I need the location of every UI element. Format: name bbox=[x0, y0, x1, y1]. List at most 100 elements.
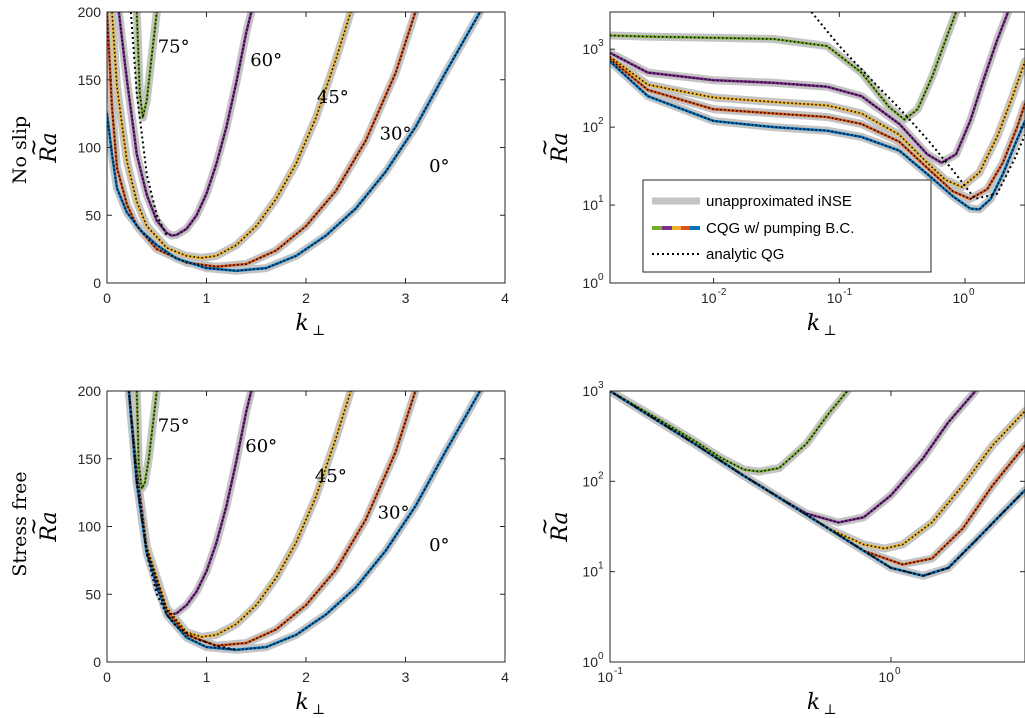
x-tick-label: 10 bbox=[827, 290, 843, 306]
cqg-curve-75deg bbox=[610, 391, 849, 473]
y-tick-exponent: 1 bbox=[598, 561, 604, 572]
y-tick-label: 150 bbox=[78, 72, 102, 88]
y-tick-exponent: 3 bbox=[598, 380, 604, 391]
y-tick-exponent: 0 bbox=[598, 651, 604, 662]
angle-annotation: 45° bbox=[317, 87, 349, 108]
angle-annotation: 75° bbox=[158, 37, 190, 58]
legend: unapproximated iNSE CQG w/ pumping B.C. … bbox=[642, 179, 932, 273]
qg-dots-75deg bbox=[610, 12, 957, 121]
inse-curve-60deg bbox=[124, 391, 256, 619]
y-tick-label: 50 bbox=[85, 586, 101, 602]
axes-frame bbox=[609, 390, 1025, 663]
y-tick-label: 10 bbox=[582, 473, 598, 489]
y-axis-label: Ra bbox=[37, 511, 62, 542]
x-tick-exponent: 0 bbox=[895, 666, 901, 677]
y-axis-tilde: ~ bbox=[533, 517, 558, 535]
angle-annotation: 45° bbox=[315, 466, 347, 487]
qg-dots-75deg bbox=[136, 12, 158, 118]
x-tick-label: 10 bbox=[701, 290, 717, 306]
cqg-curve-60deg bbox=[610, 12, 1010, 164]
x-tick-label: 3 bbox=[402, 669, 410, 685]
legend-label-inse: unapproximated iNSE bbox=[706, 193, 852, 210]
x-tick-label: 1 bbox=[203, 669, 211, 685]
panel-top-left: 0 1 2 3 4 0 50 100 150 200 k ⊥ Ra~75° 60° 45° 30° 0° bbox=[22, 4, 509, 339]
y-tick-label: 100 bbox=[78, 519, 102, 535]
x-tick-label: 4 bbox=[501, 290, 509, 306]
cqg-curve-60deg bbox=[127, 391, 253, 616]
x-tick-label: 1 bbox=[203, 290, 211, 306]
y-tick-label: 10 bbox=[582, 654, 598, 670]
angle-annotation: 30° bbox=[378, 502, 410, 523]
plot-area bbox=[124, 391, 485, 654]
plot-area bbox=[610, 12, 1025, 214]
y-tick-label: 10 bbox=[582, 383, 598, 399]
y-tick-label: 0 bbox=[93, 275, 101, 291]
panel-top-right: 10 -2 10 -1 10 010 010 110 210 3k ⊥Ra~ bbox=[533, 11, 1025, 339]
panel-bottom-right: 10 -1 10 010 010 110 210 3k ⊥Ra~ bbox=[533, 380, 1025, 718]
legend-label-cqg: CQG w/ pumping B.C. bbox=[706, 220, 854, 237]
y-tick-label: 10 bbox=[582, 564, 598, 580]
angle-annotation: 60° bbox=[250, 50, 282, 71]
qg-dots-45deg bbox=[128, 391, 352, 638]
plot-area bbox=[107, 12, 485, 275]
qg-dots-60deg bbox=[118, 12, 253, 237]
x-tick-label: 0 bbox=[103, 290, 111, 306]
y-axis-label: Ra bbox=[548, 132, 573, 163]
row-label-no-slip: No slip bbox=[9, 116, 31, 184]
qg-dots-0deg bbox=[107, 12, 481, 272]
x-axis-label: k bbox=[295, 690, 308, 715]
qg-dots-30deg bbox=[610, 58, 1025, 200]
angle-annotation: 60° bbox=[245, 436, 277, 457]
qg-dots-75deg bbox=[136, 391, 158, 491]
y-axis-label: Ra bbox=[37, 132, 62, 163]
y-tick-label: 100 bbox=[78, 140, 102, 156]
qg-dots-45deg bbox=[111, 12, 352, 259]
x-tick-label: 10 bbox=[952, 290, 968, 306]
qg-dots-45deg bbox=[610, 56, 1025, 188]
qg-dots-60deg bbox=[610, 391, 977, 524]
x-tick-label: 4 bbox=[501, 669, 509, 685]
plot-area bbox=[610, 391, 1025, 580]
axes-frame bbox=[609, 11, 1025, 284]
y-tick-exponent: 0 bbox=[598, 272, 604, 283]
x-axis-label: k bbox=[295, 311, 308, 336]
inse-curve-75deg bbox=[610, 391, 852, 476]
y-tick-exponent: 2 bbox=[598, 470, 604, 481]
y-tick-exponent: 2 bbox=[598, 116, 604, 127]
cqg-curve-30deg bbox=[610, 391, 1025, 566]
x-tick-exponent: -2 bbox=[718, 287, 727, 298]
y-axis-tilde: ~ bbox=[22, 138, 47, 156]
legend-label-qg: analytic QG bbox=[706, 246, 784, 263]
x-axis-label-subscript: ⊥ bbox=[312, 323, 325, 339]
qg-dots-30deg bbox=[610, 391, 1025, 566]
x-tick-exponent: 0 bbox=[969, 287, 975, 298]
inse-curve-30deg bbox=[610, 391, 1025, 569]
angle-annotation: 0° bbox=[429, 535, 449, 556]
qg-asymptote bbox=[610, 391, 1025, 577]
qg-asymptote bbox=[127, 391, 237, 651]
qg-dots-60deg bbox=[128, 391, 253, 616]
panel-bottom-left: 0 1 2 3 4 0 50 100 150 200 k ⊥ Ra~75° 60° 45° 30° 0° bbox=[22, 383, 509, 718]
y-tick-label: 10 bbox=[582, 275, 598, 291]
angle-annotation: 30° bbox=[380, 123, 412, 144]
x-tick-exponent: -1 bbox=[614, 666, 623, 677]
y-tick-label: 50 bbox=[85, 207, 101, 223]
x-axis-label: k bbox=[807, 311, 820, 336]
x-tick-exponent: -1 bbox=[843, 287, 852, 298]
x-tick-label: 3 bbox=[402, 290, 410, 306]
row-label-stress-free: Stress free bbox=[9, 471, 31, 576]
y-tick-label: 10 bbox=[582, 197, 598, 213]
angle-annotation: 75° bbox=[158, 416, 190, 437]
x-axis-label-subscript: ⊥ bbox=[824, 702, 837, 718]
y-tick-label: 10 bbox=[582, 41, 598, 57]
qg-dots-0deg bbox=[128, 391, 481, 651]
x-tick-label: 2 bbox=[302, 290, 310, 306]
y-tick-label: 200 bbox=[78, 4, 102, 20]
x-tick-label: 0 bbox=[103, 669, 111, 685]
y-tick-exponent: 1 bbox=[598, 194, 604, 205]
x-axis-label-subscript: ⊥ bbox=[312, 702, 325, 718]
y-tick-exponent: 3 bbox=[598, 38, 604, 49]
x-tick-label: 2 bbox=[302, 669, 310, 685]
y-axis-tilde: ~ bbox=[533, 138, 558, 156]
